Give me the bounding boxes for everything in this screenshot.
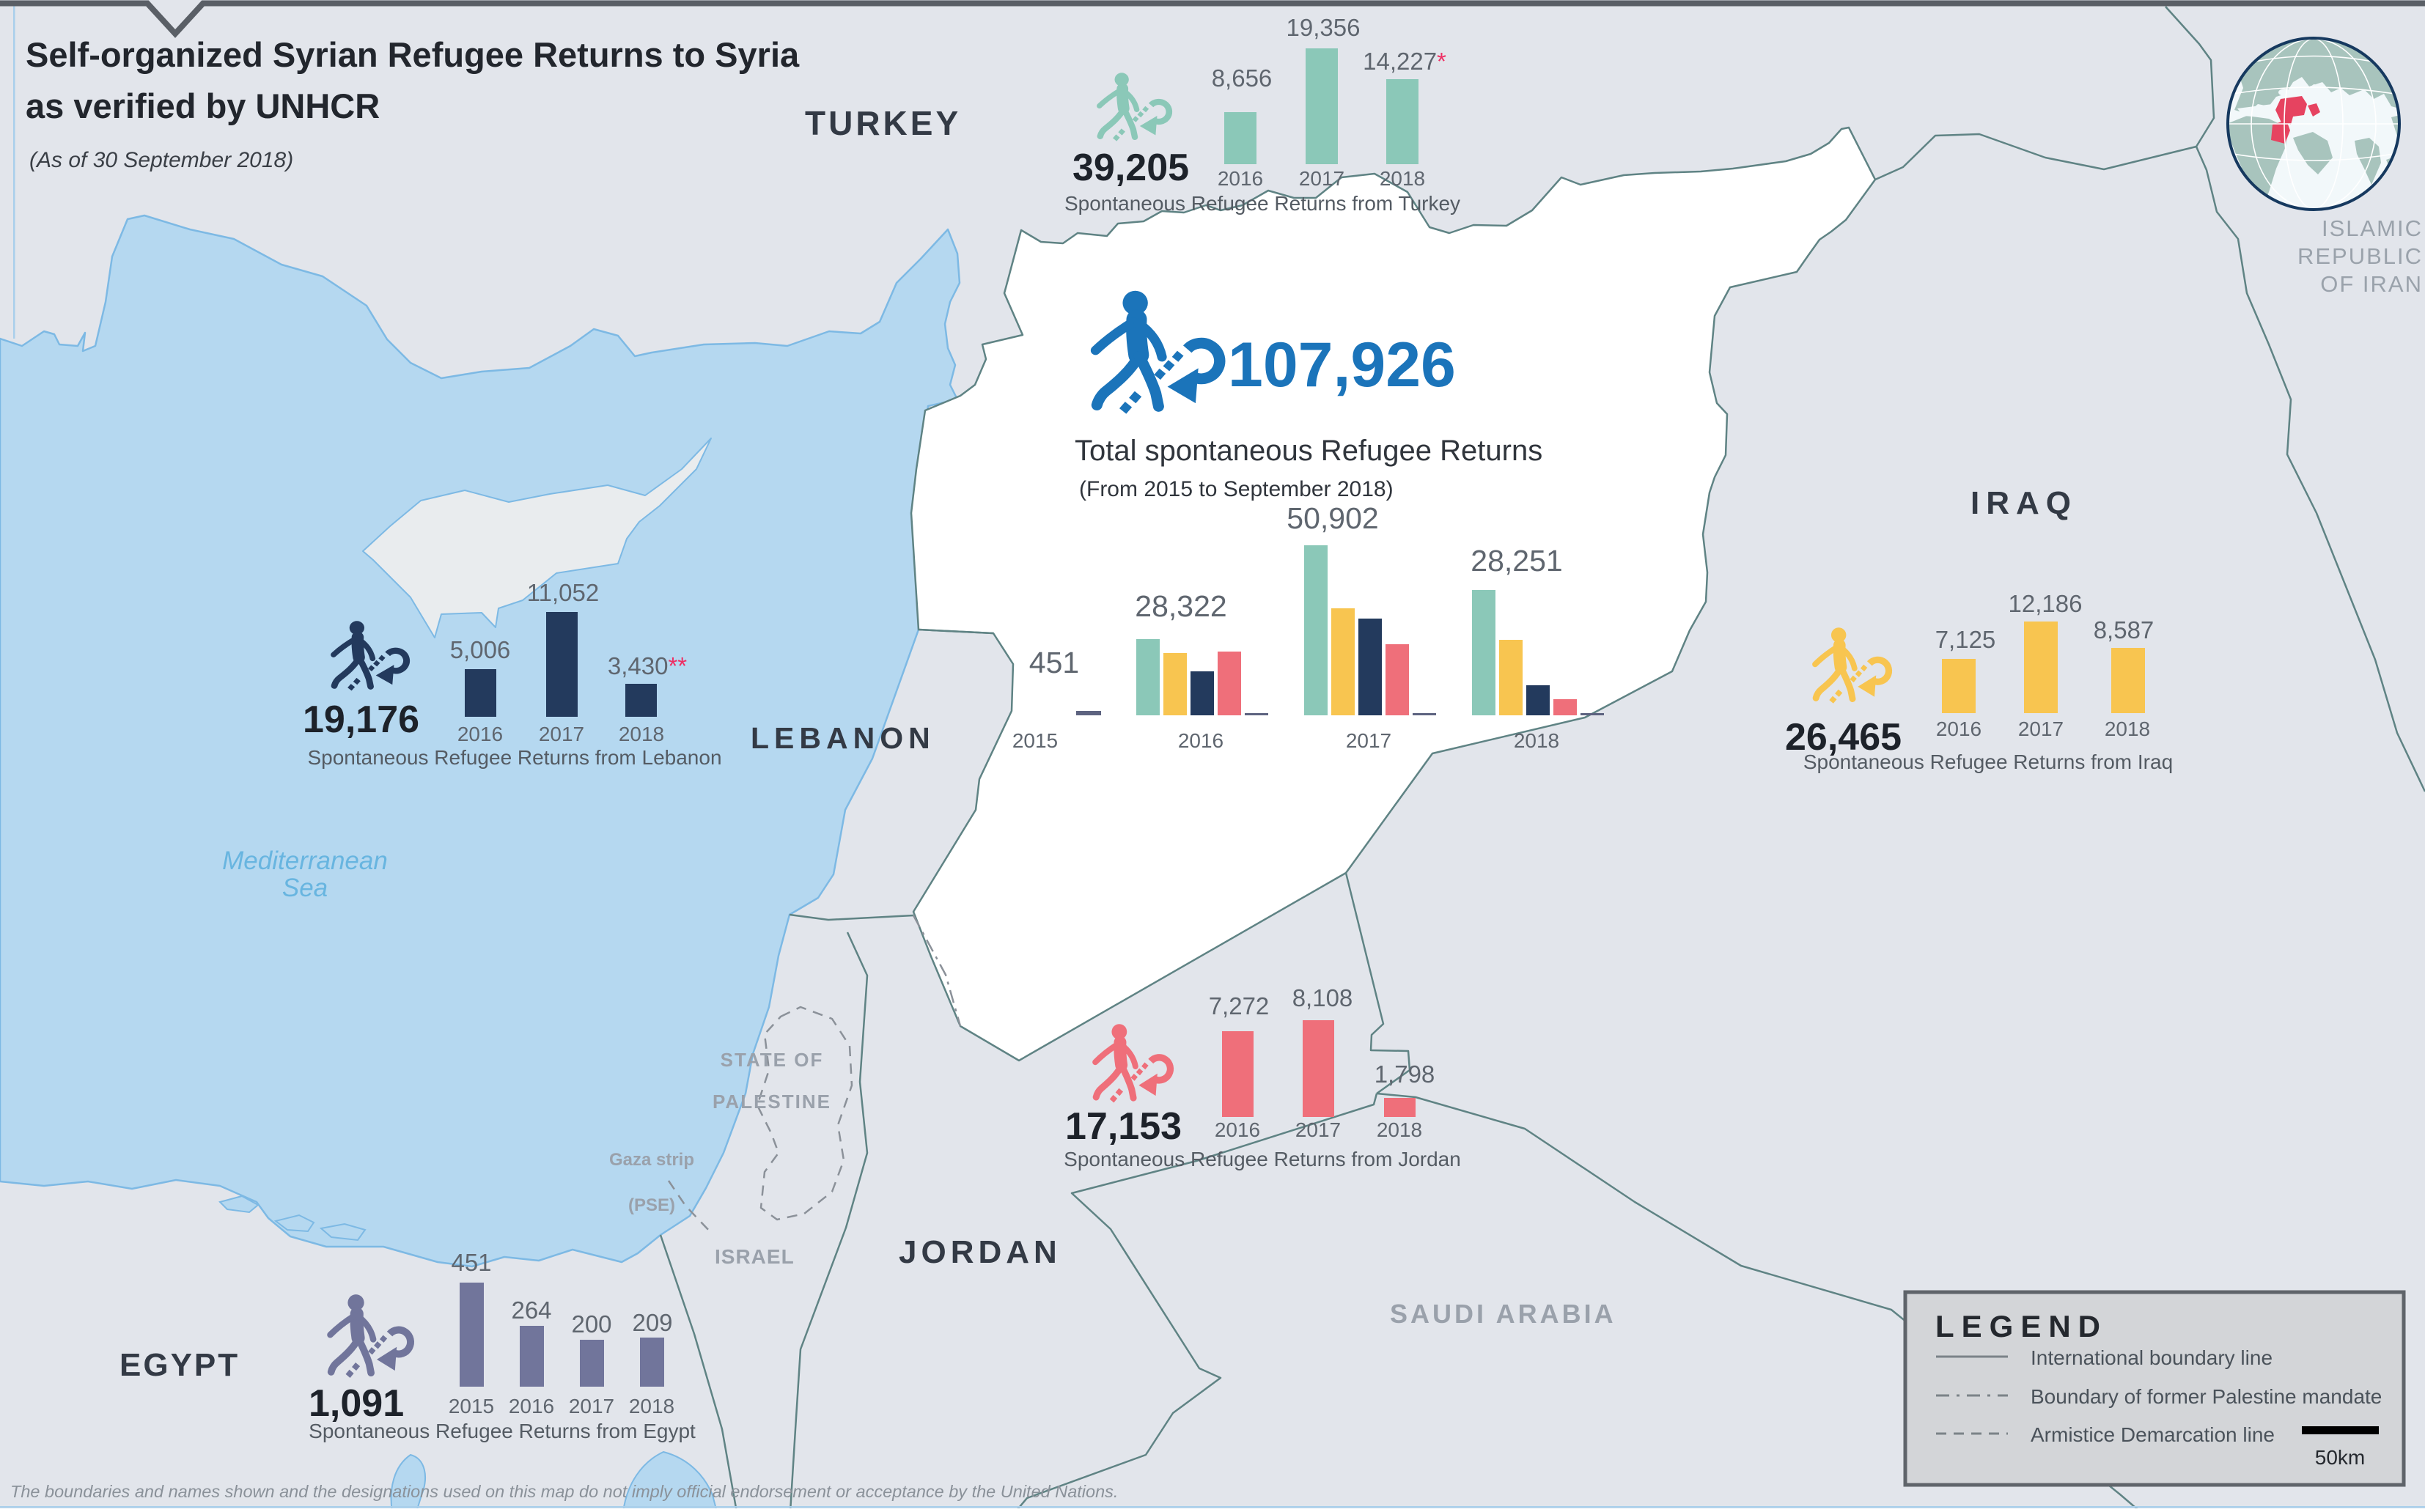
svg-text:2018: 2018 [2105,718,2150,740]
svg-text:451: 451 [451,1249,491,1276]
svg-text:(PSE): (PSE) [628,1195,675,1215]
svg-text:PALESTINE: PALESTINE [713,1091,831,1113]
svg-text:2017: 2017 [2018,718,2064,740]
svg-text:Total spontaneous Refugee Retu: Total spontaneous Refugee Returns [1075,435,1542,467]
svg-text:14,227*: 14,227* [1363,48,1446,75]
svg-text:451: 451 [1029,646,1079,679]
svg-text:17,153: 17,153 [1065,1105,1182,1148]
svg-text:The boundaries and names shown: The boundaries and names shown and the d… [10,1482,1118,1501]
svg-text:2017: 2017 [1299,167,1344,190]
svg-text:3,430**: 3,430** [608,652,687,679]
svg-text:2015: 2015 [449,1395,494,1417]
svg-text:Spontaneous Refugee Returns fr: Spontaneous Refugee Returns from Turkey [1064,192,1460,215]
svg-text:7,272: 7,272 [1209,992,1270,1019]
svg-text:2017: 2017 [569,1395,614,1417]
svg-text:Armistice Demarcation line: Armistice Demarcation line [2031,1423,2275,1446]
svg-text:2016: 2016 [1218,167,1263,190]
svg-text:Sea: Sea [282,874,328,902]
svg-text:2016: 2016 [509,1395,554,1417]
svg-text:Spontaneous Refugee Returns fr: Spontaneous Refugee Returns from Egypt [309,1420,696,1442]
svg-text:2017: 2017 [539,723,584,745]
svg-text:Spontaneous Refugee Returns fr: Spontaneous Refugee Returns from Jordan [1064,1148,1461,1170]
svg-text:Spontaneous Refugee Returns fr: Spontaneous Refugee Returns from Iraq [1803,751,2173,773]
svg-text:LEBANON: LEBANON [751,721,935,755]
svg-text:Boundary of former Palestine m: Boundary of former Palestine mandate [2031,1385,2382,1408]
svg-text:7,125: 7,125 [1935,626,1996,653]
svg-text:2018: 2018 [1377,1118,1422,1141]
svg-text:(From 2015 to September 2018): (From 2015 to September 2018) [1079,477,1394,501]
svg-text:39,205: 39,205 [1072,147,1189,189]
svg-text:2017: 2017 [1295,1118,1341,1141]
svg-text:EGYPT: EGYPT [119,1347,240,1383]
svg-text:19,176: 19,176 [303,698,419,741]
svg-text:JORDAN: JORDAN [899,1234,1061,1270]
svg-text:Mediterranean: Mediterranean [222,847,388,875]
svg-text:2016: 2016 [1178,729,1223,752]
svg-text:SAUDI ARABIA: SAUDI ARABIA [1390,1299,1616,1329]
svg-text:2018: 2018 [619,723,664,745]
svg-text:2015: 2015 [1012,729,1058,752]
svg-text:OF IRAN: OF IRAN [2320,271,2423,297]
svg-text:5,006: 5,006 [450,636,511,663]
svg-text:11,052: 11,052 [527,579,599,606]
svg-text:TURKEY: TURKEY [805,104,961,142]
svg-text:2016: 2016 [1936,718,1981,740]
svg-text:2018: 2018 [1380,167,1425,190]
svg-text:28,251: 28,251 [1471,544,1562,578]
svg-text:STATE OF: STATE OF [721,1049,824,1071]
svg-text:(As of 30 September 2018): (As of 30 September 2018) [29,148,293,172]
svg-text:International boundary line: International boundary line [2031,1346,2273,1369]
svg-text:200: 200 [571,1310,611,1338]
svg-text:as verified by UNHCR: as verified by UNHCR [26,86,380,125]
svg-text:264: 264 [511,1297,551,1324]
svg-text:LEGEND: LEGEND [1935,1309,2108,1343]
svg-text:12,186: 12,186 [2009,590,2083,617]
svg-text:28,322: 28,322 [1135,589,1226,623]
svg-text:2018: 2018 [629,1395,674,1417]
svg-text:Gaza strip: Gaza strip [609,1150,694,1170]
svg-text:1,091: 1,091 [309,1382,404,1425]
svg-text:8,587: 8,587 [2094,616,2154,643]
svg-text:IRAQ: IRAQ [1970,485,2078,521]
svg-text:ISRAEL: ISRAEL [715,1245,795,1268]
svg-text:50km: 50km [2315,1446,2365,1469]
svg-text:2016: 2016 [1215,1118,1260,1141]
svg-text:1,798: 1,798 [1375,1061,1435,1088]
svg-text:REPUBLIC: REPUBLIC [2297,243,2423,269]
svg-text:107,926: 107,926 [1228,330,1456,400]
svg-text:Self-organized Syrian Refugee: Self-organized Syrian Refugee Returns to… [26,35,800,74]
svg-text:2016: 2016 [457,723,503,745]
svg-text:2018: 2018 [1514,729,1559,752]
svg-text:8,108: 8,108 [1292,984,1353,1011]
svg-text:Spontaneous Refugee Returns fr: Spontaneous Refugee Returns from Lebanon [307,746,721,769]
svg-text:8,656: 8,656 [1212,64,1273,92]
svg-text:26,465: 26,465 [1785,716,1902,759]
svg-text:2017: 2017 [1346,729,1391,752]
svg-text:50,902: 50,902 [1287,501,1378,535]
svg-text:ISLAMIC: ISLAMIC [2322,215,2423,241]
svg-text:19,356: 19,356 [1287,14,1361,41]
svg-text:209: 209 [632,1309,672,1336]
